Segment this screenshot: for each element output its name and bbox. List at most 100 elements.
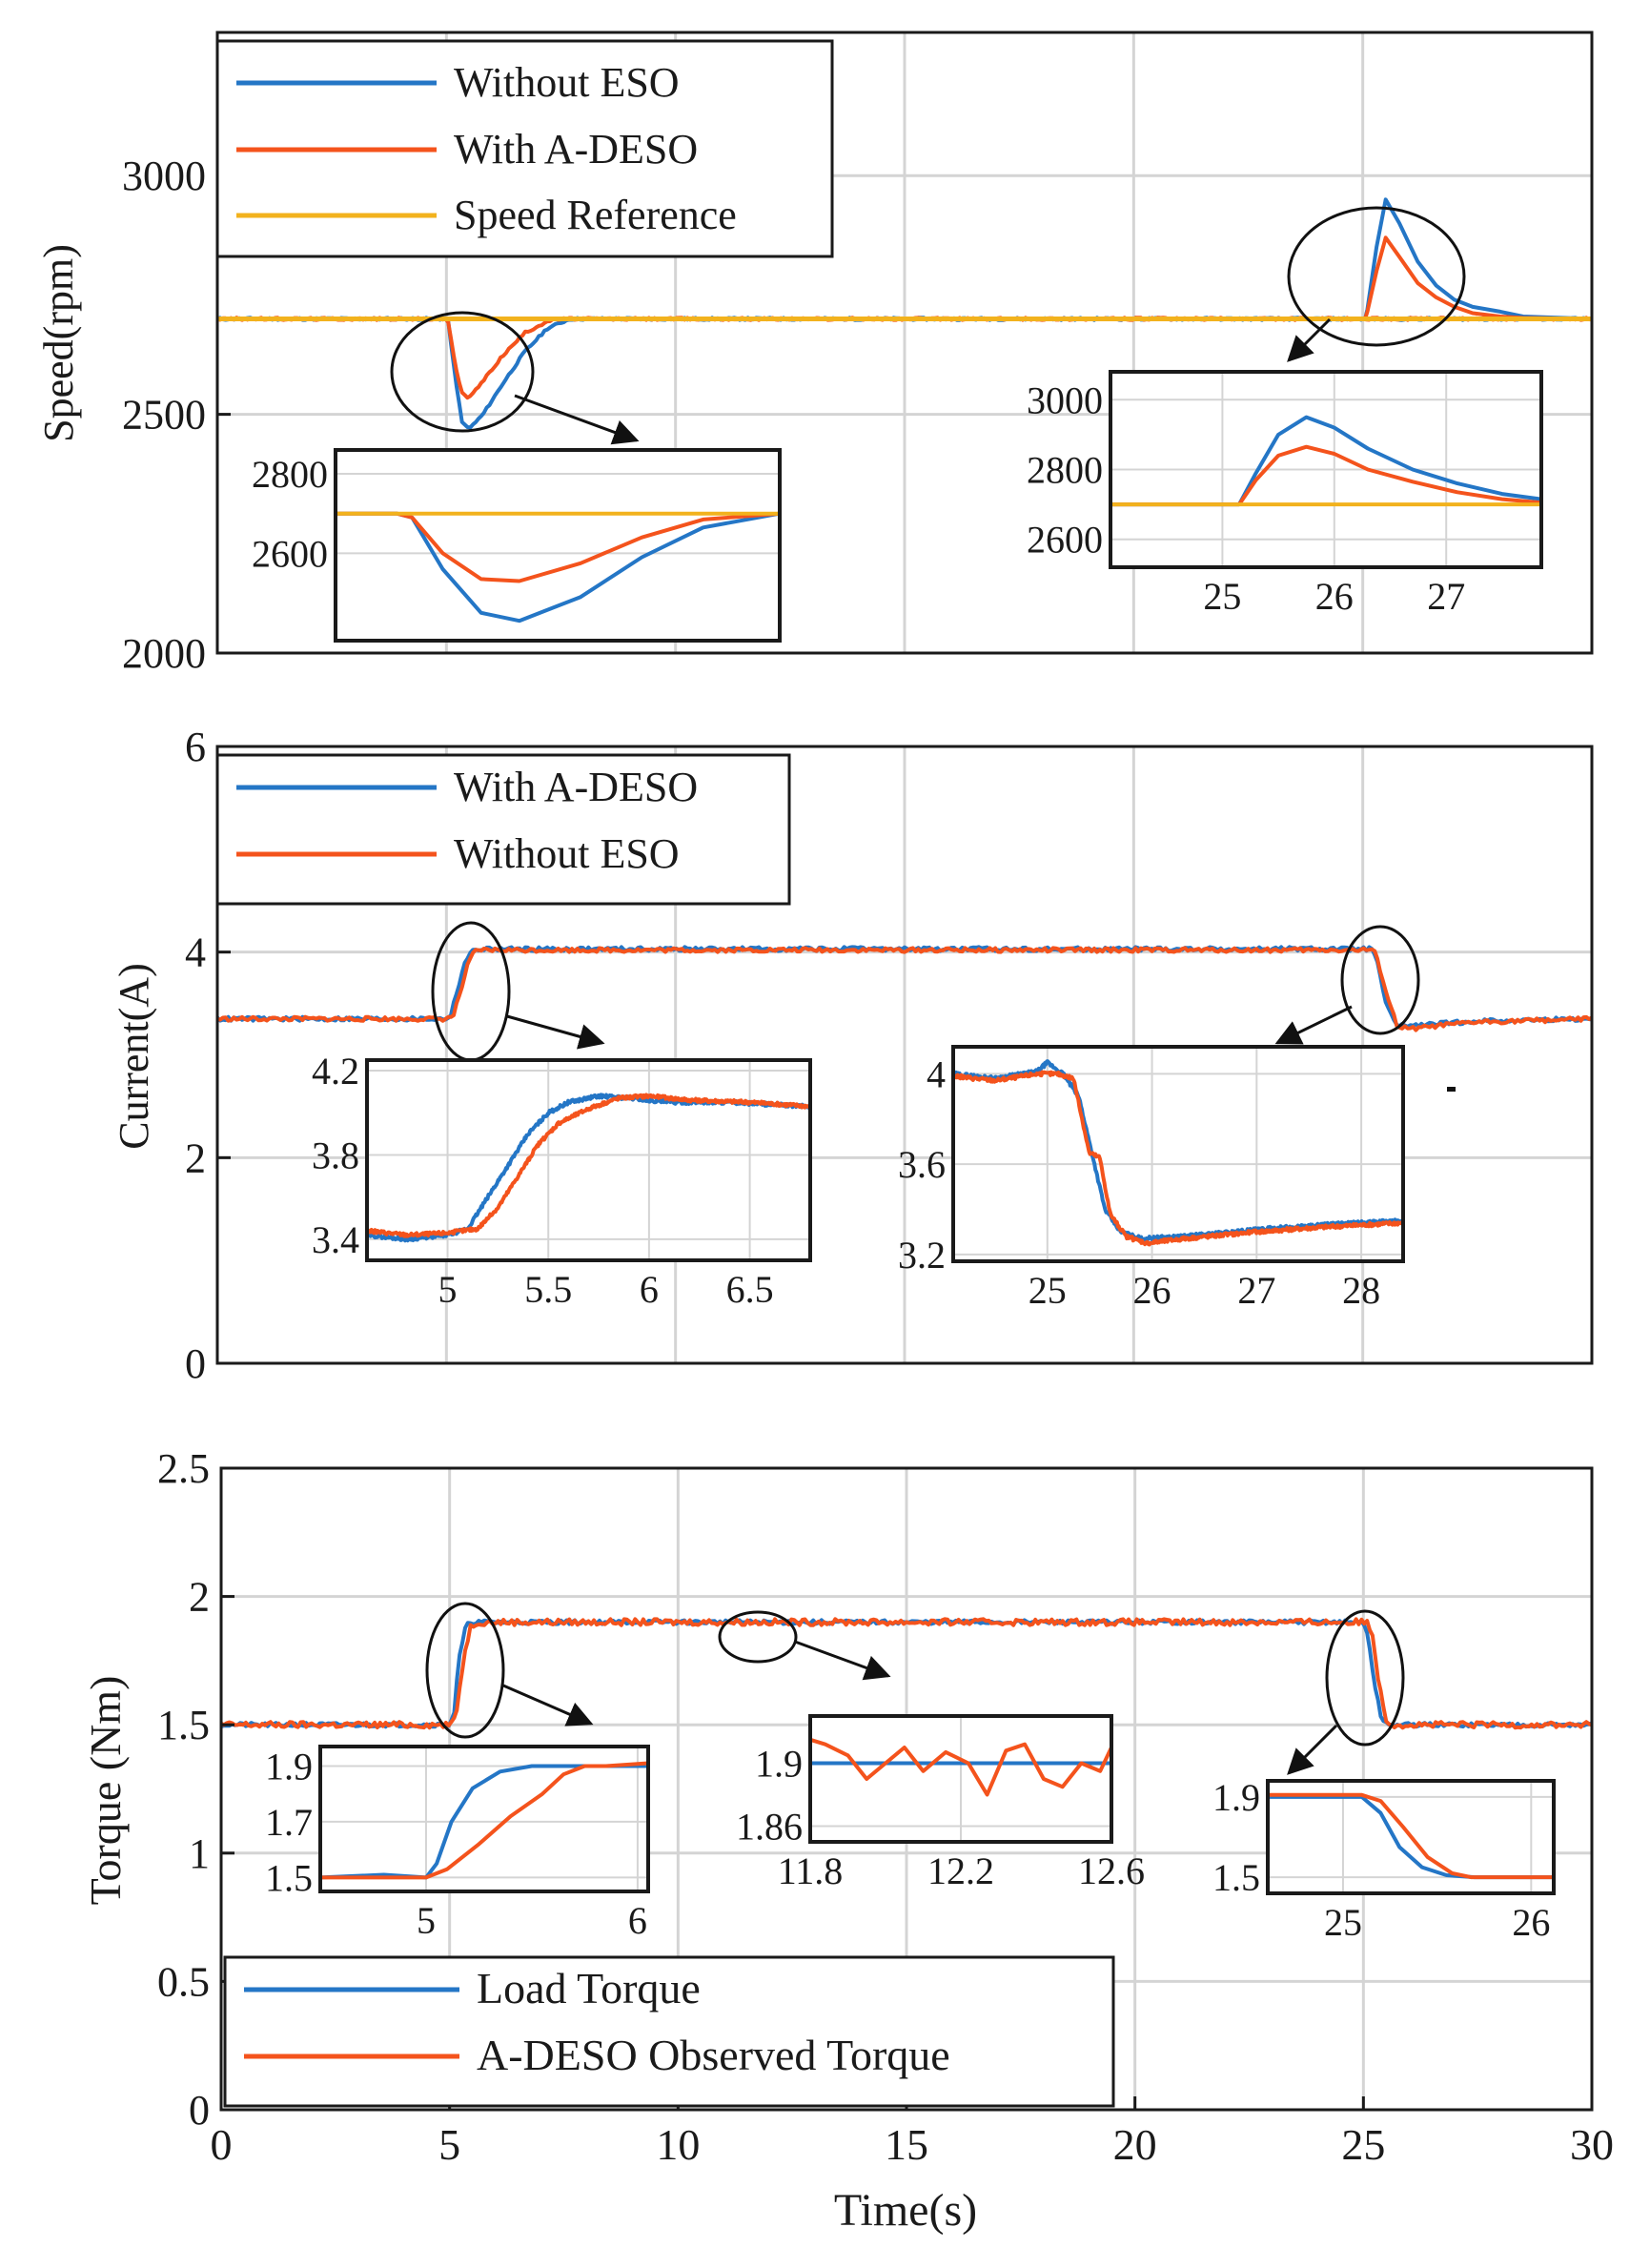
speed-legend-label-reference: Speed Reference <box>454 192 737 238</box>
torque-inset-2-xtick-label-11.8: 11.8 <box>778 1849 844 1892</box>
torque-inset-3-xtick-label-26: 26 <box>1512 1901 1550 1944</box>
current-zoom-ellipse-1 <box>431 921 511 1062</box>
current-inset-1-frame <box>365 1058 812 1262</box>
current-zoom-ellipse-2 <box>1340 925 1420 1035</box>
current-inset-2-ytick-label-3.6: 3.6 <box>898 1143 946 1186</box>
current-inset-2-ytick-label-4: 4 <box>927 1052 946 1095</box>
torque-inset-3-ytick-label-1.5: 1.5 <box>1212 1856 1260 1899</box>
speed-legend-label-without-eso: Without ESO <box>454 59 680 106</box>
current-inset-1-series-1 <box>365 1093 812 1238</box>
current-zoom-arrow-2 <box>1274 1005 1353 1045</box>
torque-zoom-arrow-3 <box>1287 1724 1338 1775</box>
current-inset-1-xtick-label-6.5: 6.5 <box>726 1268 774 1311</box>
current-series-lines <box>215 945 1594 1032</box>
current-inset-2-xtick-label-25: 25 <box>1029 1269 1067 1312</box>
stray-mark <box>1447 1087 1456 1092</box>
torque-ytick-label-0: 0 <box>189 2087 210 2134</box>
torque-inset-3: 1.5 1.9 25 26 <box>1212 1776 1556 1944</box>
torque-y-tick-labels: 0 0.5 1 1.5 2 2.5 <box>157 1445 234 2134</box>
speed-inset-2-xtick-label-27: 27 <box>1427 575 1465 618</box>
xtick-label-30: 30 <box>1570 2120 1614 2169</box>
current-y-tick-labels: 0 2 4 6 <box>185 724 231 1387</box>
speed-zoom-ellipse-1 <box>390 311 535 433</box>
torque-inset-2-xtick-label-12.6: 12.6 <box>1078 1849 1145 1892</box>
current-inset-1-xtick-label-6: 6 <box>640 1268 659 1311</box>
current-legend: With A-DESO Without ESO <box>215 753 791 906</box>
torque-ytick-label-1.5: 1.5 <box>157 1702 210 1748</box>
torque-inset-1-series-1 <box>320 1761 649 1880</box>
current-legend-label-without-eso: Without ESO <box>454 830 680 877</box>
torque-inset-2-ytick-label-1.9: 1.9 <box>755 1743 803 1786</box>
speed-inset-1-frame <box>334 448 782 643</box>
speed-inset-1-series-1 <box>336 511 781 583</box>
speed-inset-2-series-1 <box>1110 444 1542 507</box>
torque-legend-label-load: Load Torque <box>477 1964 701 2013</box>
torque-inset-3-ytick-label-1.9: 1.9 <box>1212 1776 1260 1819</box>
torque-ytick-label-1: 1 <box>189 1830 210 1877</box>
torque-inset-1-ytick-label-1.7: 1.7 <box>265 1801 313 1844</box>
current-inset-2: 3.2 3.6 4 25 26 27 28 <box>898 1045 1405 1312</box>
speed-inset-2: 2600 2800 3000 25 26 27 <box>1027 370 1543 618</box>
torque-zoom-ellipse-3 <box>1325 1609 1405 1747</box>
current-inset-2-frame <box>951 1045 1405 1263</box>
speed-panel: 2000 2500 3000 Speed(rpm) Without ESO With… <box>35 31 1594 677</box>
torque-inset-1-frame <box>318 1745 650 1893</box>
torque-zoom-ellipse-2 <box>718 1610 798 1664</box>
torque-inset-1: 1.5 1.7 1.9 5 6 <box>265 1745 650 1942</box>
current-ytick-label-6: 6 <box>185 724 206 770</box>
current-legend-label-with-adeso: With A-DESO <box>454 764 698 810</box>
current-inset-1-xtick-label-5: 5 <box>438 1268 458 1311</box>
speed-y-tick-labels: 2000 2500 3000 <box>122 153 231 677</box>
torque-inset-3-series-1 <box>1268 1792 1554 1880</box>
speed-inset-2-series-0 <box>1110 415 1542 507</box>
torque-inset-2-ytick-label-1.86: 1.86 <box>736 1806 803 1849</box>
current-inset-1-ytick-label-3.4: 3.4 <box>312 1218 359 1261</box>
current-inset-2-xtick-label-26: 26 <box>1133 1269 1171 1312</box>
speed-ytick-label-2500: 2500 <box>122 392 206 439</box>
current-inset-1-ytick-label-4.2: 4.2 <box>312 1050 359 1093</box>
xtick-label-0: 0 <box>211 2120 233 2169</box>
speed-legend-label-with-adeso: With A-DESO <box>454 126 698 173</box>
x-axis-label: Time(s) <box>834 2185 977 2236</box>
xtick-label-5: 5 <box>438 2120 460 2169</box>
torque-y-axis-label: Torque (Nm) <box>81 1676 130 1906</box>
torque-inset-2: 1.86 1.9 11.8 12.2 12.6 <box>736 1714 1145 1892</box>
torque-zoom-arrow-2 <box>794 1640 891 1681</box>
current-inset-1-ytick-label-3.8: 3.8 <box>312 1134 359 1176</box>
xtick-label-10: 10 <box>656 2120 700 2169</box>
torque-ytick-label-2: 2 <box>189 1574 210 1621</box>
current-series-1 <box>216 946 1594 1032</box>
torque-inset-1-background <box>320 1747 648 1891</box>
current-plot-frame <box>215 745 1594 1365</box>
speed-zoom-ellipse-2 <box>1287 206 1466 347</box>
torque-ytick-label-2.5: 2.5 <box>157 1445 210 1492</box>
torque-legend-label-observed: A-DESO Observed Torque <box>477 2031 950 2079</box>
torque-inset-1-ytick-label-1.5: 1.5 <box>265 1856 313 1899</box>
current-inset-1-xtick-label-5.5: 5.5 <box>524 1268 572 1311</box>
speed-ytick-label-3000: 3000 <box>122 153 206 199</box>
current-inset-2-xtick-label-27: 27 <box>1237 1269 1275 1312</box>
torque-inset-1-xtick-label-5: 5 <box>417 1899 436 1942</box>
x-axis-tick-labels: 0 5 10 15 20 25 30 <box>211 2096 1614 2169</box>
xtick-label-20: 20 <box>1113 2120 1157 2169</box>
speed-inset-1-background <box>336 450 780 641</box>
current-inset-2-series-1 <box>951 1070 1405 1247</box>
speed-inset-1-ytick-label-2600: 2600 <box>252 532 328 575</box>
xtick-label-25: 25 <box>1341 2120 1385 2169</box>
torque-ytick-label-0.5: 0.5 <box>157 1958 210 2005</box>
speed-inset-2-xtick-label-26: 26 <box>1315 575 1354 618</box>
current-legend-box <box>215 753 791 906</box>
current-ytick-label-2: 2 <box>185 1134 206 1181</box>
speed-y-axis-label: Speed(rpm) <box>35 244 82 442</box>
torque-legend: Load Torque A-DESO Observed Torque <box>223 1955 1115 2108</box>
torque-inset-1-ytick-label-1.9: 1.9 <box>265 1745 313 1788</box>
speed-inset-2-ytick-label-2800: 2800 <box>1027 449 1103 492</box>
torque-series-1 <box>219 1617 1593 1730</box>
current-ytick-label-4: 4 <box>185 930 206 976</box>
torque-zoom-ellipse-1 <box>425 1602 505 1739</box>
current-inset-2-ytick-label-3.2: 3.2 <box>898 1234 946 1277</box>
torque-panel: 0 0.5 1 1.5 2 2.5 0 5 10 15 20 25 30 Torque (Nm) Ti… <box>81 1445 1614 2236</box>
torque-zoom-arrow-1 <box>502 1684 594 1727</box>
